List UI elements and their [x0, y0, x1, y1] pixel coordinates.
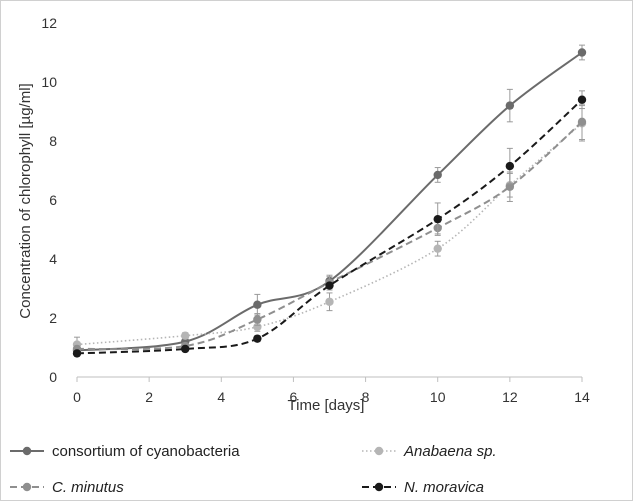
x-axis-title: Time [days] — [288, 397, 365, 414]
data-point — [325, 297, 334, 306]
data-point — [577, 95, 587, 104]
legend-swatch-marker — [22, 446, 32, 456]
legend-label: N. moravica — [404, 479, 484, 496]
data-point — [433, 170, 442, 180]
legend-label: consortium of cyanobacteria — [52, 443, 240, 460]
legend-label: C. minutus — [52, 479, 124, 496]
y-axis-title: Concentration of chlorophyll [µg/ml] — [17, 83, 34, 318]
data-point — [253, 322, 262, 332]
x-tick-label: 2 — [145, 389, 153, 405]
data-point — [253, 315, 262, 324]
x-tick-label: 8 — [362, 389, 370, 405]
data-point — [253, 300, 262, 309]
data-point — [181, 331, 190, 340]
y-tick-label: 10 — [41, 74, 57, 90]
y-tick-label: 4 — [49, 251, 57, 267]
legend-swatch-marker — [22, 482, 32, 492]
x-tick-label: 6 — [290, 389, 298, 405]
y-tick-label: 0 — [49, 369, 57, 385]
legend-item: C. minutus — [10, 479, 124, 496]
legend-label: Anabaena sp. — [403, 443, 497, 460]
data-point — [433, 244, 442, 253]
data-point — [433, 214, 442, 224]
y-tick-label: 6 — [49, 192, 57, 208]
x-tick-label: 0 — [73, 389, 81, 405]
y-tick-label: 8 — [49, 133, 57, 149]
data-point — [577, 117, 587, 127]
legend-swatch-marker — [374, 446, 384, 456]
data-point — [505, 101, 515, 110]
y-tick-label: 12 — [41, 15, 57, 31]
x-tick-label: 12 — [502, 389, 518, 405]
data-point — [577, 48, 587, 57]
legend-swatch-marker — [374, 482, 384, 492]
data-point — [505, 182, 515, 191]
legend-item: N. moravica — [362, 479, 484, 496]
data-point — [181, 344, 190, 354]
data-point — [72, 349, 82, 358]
data-point — [253, 334, 262, 343]
legend-item: consortium of cyanobacteria — [10, 443, 240, 460]
series-3 — [72, 90, 587, 358]
data-point — [505, 161, 515, 171]
x-tick-label: 14 — [574, 389, 590, 405]
x-tick-label: 10 — [430, 389, 446, 405]
x-tick-label: 4 — [217, 389, 225, 405]
y-tick-label: 2 — [49, 310, 57, 326]
legend-item: Anabaena sp. — [362, 443, 497, 460]
data-point — [325, 281, 334, 290]
